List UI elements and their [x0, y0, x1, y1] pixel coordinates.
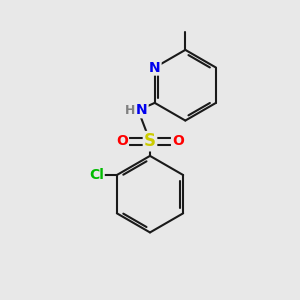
Text: O: O — [116, 134, 128, 148]
Text: S: S — [144, 132, 156, 150]
Text: N: N — [149, 61, 161, 75]
Text: O: O — [172, 134, 184, 148]
Text: N: N — [136, 103, 148, 117]
Text: Cl: Cl — [89, 168, 104, 182]
Text: H: H — [125, 104, 135, 117]
